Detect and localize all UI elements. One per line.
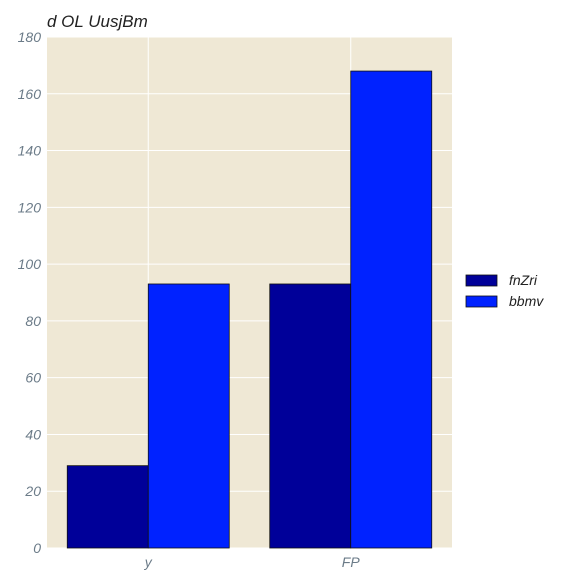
y-tick-label: 40: [25, 426, 41, 442]
y-axis: 0 20 40 60 80 100 120 140 160 180: [18, 29, 42, 556]
y-tick-label: 20: [24, 483, 41, 499]
bar-fnZri-y: [66, 465, 149, 549]
legend: fnZri bbmv: [465, 272, 544, 309]
x-tick-label: y: [144, 554, 153, 570]
y-tick-label: 180: [18, 29, 42, 45]
plot-area: [47, 36, 452, 549]
legend-swatch-fnZri: [465, 274, 498, 287]
x-tick-label: FP: [342, 554, 361, 570]
bar-fnZri-FP: [269, 283, 352, 549]
bar-bbmv-y: [147, 283, 230, 549]
y-tick-label: 100: [18, 256, 42, 272]
y-tick-label: 60: [25, 370, 41, 386]
y-tick-label: 0: [33, 540, 41, 556]
y-tick-label: 120: [18, 199, 42, 215]
y-tick-label: 160: [18, 86, 42, 102]
y-tick-label: 80: [25, 313, 41, 329]
chart-title: d OL UusjBm: [47, 12, 148, 31]
bar-bbmv-FP: [350, 70, 433, 549]
x-axis: y FP: [144, 554, 361, 570]
legend-label-fnZri: fnZri: [509, 272, 538, 288]
legend-label-bbmv: bbmv: [509, 293, 544, 309]
legend-swatch-bbmv: [465, 295, 498, 308]
y-tick-label: 140: [18, 143, 42, 159]
